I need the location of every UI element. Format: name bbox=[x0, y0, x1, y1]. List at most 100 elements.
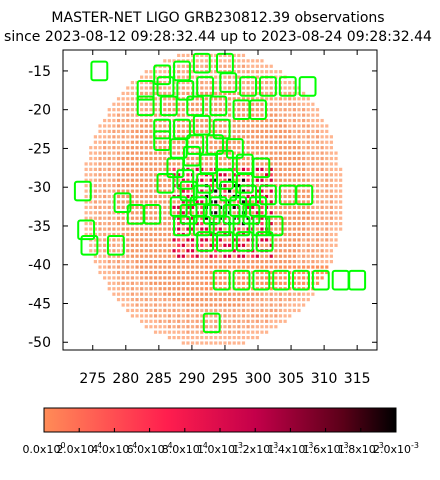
heatmap-cell bbox=[223, 102, 227, 106]
heatmap-cell bbox=[255, 173, 259, 177]
heatmap-cell bbox=[227, 151, 232, 155]
heatmap-cell bbox=[325, 173, 329, 177]
heatmap-cell bbox=[130, 308, 135, 313]
heatmap-cell bbox=[190, 325, 195, 329]
heatmap-cell bbox=[153, 216, 158, 220]
heatmap-cell bbox=[278, 129, 283, 133]
heatmap-cell bbox=[181, 64, 185, 68]
heatmap-cell bbox=[306, 162, 310, 166]
observation-field bbox=[159, 95, 178, 117]
heatmap-cell bbox=[325, 129, 329, 133]
heatmap-cell bbox=[246, 319, 250, 323]
heatmap-cell bbox=[177, 75, 181, 79]
heatmap-cell bbox=[186, 281, 190, 285]
heatmap-cell bbox=[315, 238, 320, 242]
heatmap-cell bbox=[167, 59, 172, 63]
heatmap-cell bbox=[283, 238, 287, 242]
heatmap-cell bbox=[260, 129, 264, 133]
heatmap-cell bbox=[265, 303, 269, 307]
heatmap-cell bbox=[232, 330, 236, 334]
heatmap-cell bbox=[103, 227, 107, 231]
heatmap-cell bbox=[292, 129, 296, 133]
heatmap-cell bbox=[292, 118, 296, 123]
heatmap-cell bbox=[116, 243, 121, 247]
heatmap-cell bbox=[302, 254, 306, 258]
heatmap-cell bbox=[260, 173, 264, 177]
x-axis: 275 280 285 290 295 300 305 310 315 bbox=[79, 50, 371, 387]
heatmap-cell bbox=[297, 216, 301, 220]
heatmap-cell bbox=[297, 178, 301, 182]
heatmap-cell bbox=[274, 281, 278, 285]
heatmap-cell bbox=[297, 292, 301, 296]
heatmap-cell bbox=[144, 232, 148, 237]
heatmap-cell bbox=[204, 91, 209, 96]
heatmap-cell bbox=[140, 211, 144, 215]
heatmap-cell bbox=[195, 335, 199, 340]
heatmap-cell bbox=[93, 178, 97, 182]
heatmap-cell bbox=[167, 162, 172, 166]
heatmap-cell bbox=[172, 146, 176, 150]
heatmap-cell bbox=[89, 211, 93, 215]
heatmap-cell bbox=[251, 97, 255, 101]
heatmap-cell bbox=[158, 184, 162, 188]
heatmap-cell bbox=[292, 243, 296, 247]
heatmap-cell bbox=[98, 194, 102, 199]
heatmap-cell bbox=[288, 167, 292, 171]
heatmap-cell bbox=[311, 178, 315, 182]
heatmap-cell bbox=[265, 129, 269, 133]
heatmap-cell bbox=[121, 254, 125, 258]
heatmap-cell bbox=[135, 281, 139, 285]
heatmap-cell bbox=[204, 260, 209, 264]
heatmap-cell bbox=[241, 124, 246, 128]
heatmap-cell bbox=[135, 216, 139, 220]
heatmap-cell bbox=[200, 140, 204, 144]
heatmap-cell bbox=[255, 227, 259, 231]
heatmap-cell bbox=[325, 222, 329, 226]
observation-field bbox=[176, 80, 195, 101]
heatmap-cell bbox=[177, 200, 181, 204]
heatmap-cell bbox=[144, 91, 148, 96]
heatmap-cell bbox=[200, 135, 204, 139]
heatmap-cell bbox=[260, 227, 264, 231]
heatmap-cell bbox=[255, 75, 259, 79]
heatmap-cell bbox=[126, 270, 130, 275]
heatmap-cell bbox=[288, 178, 292, 182]
heatmap-cell bbox=[163, 254, 167, 258]
observation-field bbox=[106, 235, 125, 256]
heatmap-cell bbox=[149, 276, 153, 280]
heatmap-cell bbox=[320, 129, 324, 133]
heatmap-cell bbox=[204, 319, 209, 323]
heatmap-cell bbox=[126, 287, 130, 291]
heatmap-cell bbox=[265, 178, 269, 182]
heatmap-cell bbox=[130, 140, 135, 144]
heatmap-cell bbox=[130, 80, 135, 85]
heatmap-cell bbox=[255, 129, 259, 133]
heatmap-cell bbox=[116, 205, 121, 209]
heatmap-cell bbox=[325, 140, 329, 144]
heatmap-cell bbox=[260, 70, 264, 74]
heatmap-cell bbox=[153, 135, 158, 139]
heatmap-cell bbox=[167, 108, 172, 112]
heatmap-cell bbox=[195, 118, 199, 123]
observation-field bbox=[252, 157, 271, 179]
heatmap-cell bbox=[135, 254, 139, 258]
heatmap-cell bbox=[315, 200, 320, 204]
heatmap-cell bbox=[190, 232, 195, 237]
heatmap-cell bbox=[246, 156, 250, 161]
heatmap-cell bbox=[223, 254, 227, 258]
heatmap-cell bbox=[167, 281, 172, 285]
heatmap-cell bbox=[153, 162, 158, 166]
heatmap-cell bbox=[283, 86, 287, 90]
heatmap-cell bbox=[223, 276, 227, 280]
heatmap-cell bbox=[255, 335, 259, 340]
heatmap-cell bbox=[140, 314, 144, 318]
heatmap-cell bbox=[112, 227, 116, 231]
heatmap-cell bbox=[306, 108, 310, 112]
heatmap-cell bbox=[107, 270, 111, 275]
heatmap-cell bbox=[190, 75, 195, 79]
heatmap-cell bbox=[315, 167, 320, 171]
observation-field bbox=[143, 204, 162, 225]
heatmap-cell bbox=[121, 227, 125, 231]
heatmap-cell bbox=[292, 205, 296, 209]
heatmap-cell bbox=[251, 319, 255, 323]
